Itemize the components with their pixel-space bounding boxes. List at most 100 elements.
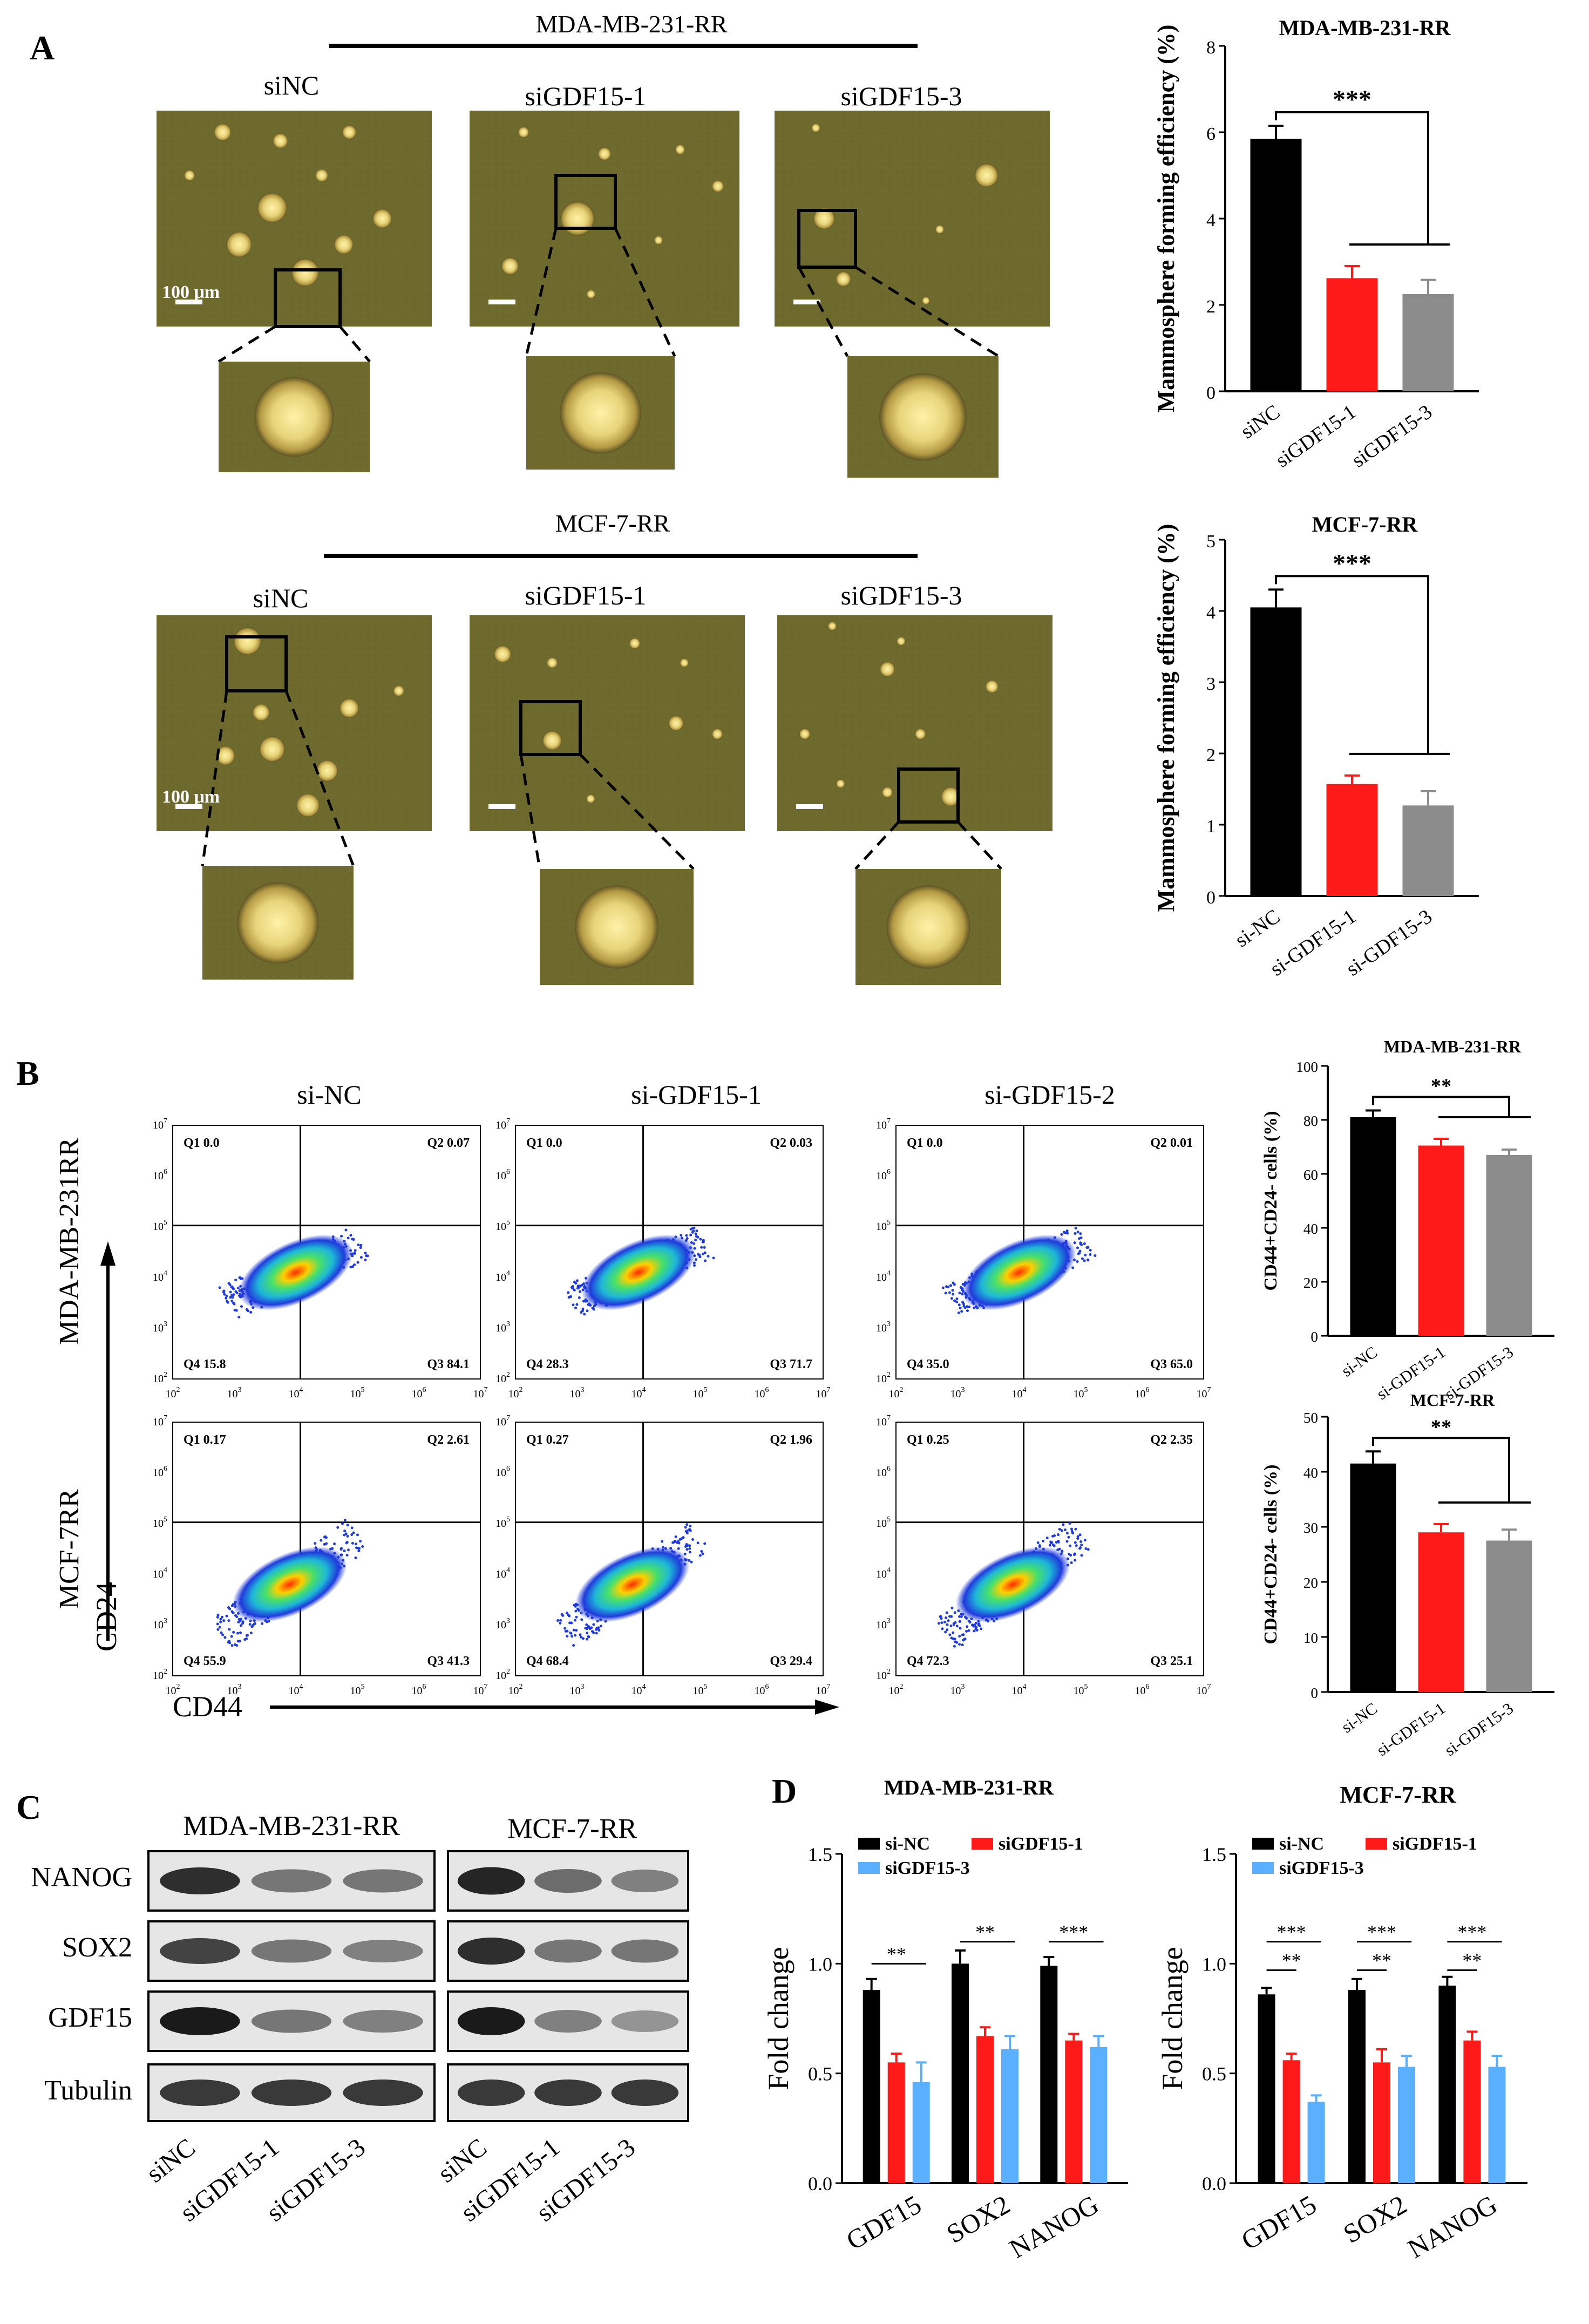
flow-event [249, 1310, 253, 1314]
flow-event [958, 1643, 961, 1646]
flow-event [940, 1621, 943, 1625]
significance-label: ** [975, 1921, 995, 1943]
y-tick-label: 0.0 [808, 2173, 832, 2194]
mammosphere [811, 124, 820, 132]
flow-event [578, 1290, 581, 1293]
bar [863, 1990, 880, 2183]
bar [1250, 139, 1302, 391]
flow-y-tick: 106 [153, 1168, 167, 1182]
quadrant-label: Q3 84.1 [427, 1357, 470, 1371]
flow-event [234, 1279, 237, 1282]
flow-event [570, 1621, 573, 1625]
flow-event [225, 1614, 228, 1618]
flow-event [946, 1628, 949, 1632]
y-tick-label: 1.5 [808, 1844, 832, 1865]
zoom-box [519, 700, 582, 756]
y-tick-label: 1.0 [1202, 1953, 1226, 1975]
y-tick-label: 20 [1303, 1275, 1318, 1291]
flow-x-tick: 107 [1197, 1683, 1211, 1697]
flow-event [232, 1287, 235, 1290]
flow-event [674, 1535, 677, 1538]
flow-event [1065, 1229, 1069, 1232]
legend-label: siGDF15-1 [999, 1834, 1083, 1854]
mammosphere [935, 225, 944, 234]
flow-event [239, 1624, 242, 1627]
y-tick-label: 4 [1206, 210, 1215, 230]
flow-event [684, 1545, 687, 1548]
flow-event [230, 1635, 233, 1638]
flow-x-tick: 106 [1135, 1683, 1150, 1697]
flow-event [568, 1295, 572, 1299]
zoom-box [897, 767, 960, 824]
flow-event [694, 1258, 697, 1261]
flow-event [571, 1285, 574, 1288]
flow-event [975, 1628, 979, 1632]
y-tick-label: 10 [1303, 1630, 1318, 1646]
flow-event [230, 1286, 233, 1289]
legend-label: siGDF15-1 [1393, 1834, 1477, 1854]
flow-x-tick: 106 [1135, 1386, 1150, 1400]
scale-bar [488, 804, 515, 809]
quadrant-label: Q2 0.01 [1150, 1136, 1193, 1150]
x-tick-label: si-NC [1338, 1699, 1381, 1736]
flow-y-tick: 103 [153, 1617, 167, 1631]
flow-x-tick: 103 [950, 1683, 965, 1697]
flow-event [955, 1297, 959, 1301]
panel-letter-c: C [16, 1788, 41, 1826]
zoom-line [218, 325, 276, 363]
flow-event [232, 1630, 235, 1634]
flow-event [694, 1232, 697, 1235]
quadrant-label: Q1 0.0 [907, 1136, 943, 1150]
flow-event [953, 1645, 956, 1648]
flow-x-tick: 104 [631, 1683, 646, 1697]
bar [1250, 607, 1302, 896]
flow-event [248, 1623, 252, 1626]
flow-event [228, 1283, 232, 1286]
flow-event [559, 1619, 562, 1622]
flow-event [951, 1289, 954, 1292]
y-tick-label: 0.5 [1202, 2063, 1226, 2085]
blot-band [343, 1940, 423, 1962]
y-axis-label: CD44+CD24- cells (%) [1261, 1465, 1281, 1645]
flow-event [1073, 1552, 1076, 1555]
flow-event [703, 1251, 707, 1254]
mammosphere [587, 290, 595, 298]
y-tick-label: 40 [1303, 1465, 1318, 1481]
flow-event [578, 1296, 581, 1299]
zoom-box [554, 174, 617, 230]
significance-label: ** [1282, 1950, 1301, 1972]
flow-event [222, 1619, 226, 1622]
flow-event [220, 1615, 223, 1619]
bar [1418, 1145, 1464, 1336]
flow-event [1087, 1259, 1090, 1262]
mammosphere [836, 271, 851, 287]
mammosphere-zoomed [254, 377, 334, 457]
flow-event [245, 1637, 248, 1640]
flow-event [351, 1238, 354, 1241]
flow-event [1084, 1253, 1087, 1256]
flow-x-tick: 107 [816, 1683, 831, 1697]
micrograph-label: siGDF15-1 [525, 580, 646, 610]
scale-bar-label: 100 μm [162, 282, 220, 302]
flow-event [966, 1305, 969, 1308]
flow-event [696, 1541, 700, 1545]
flow-y-tick: 107 [876, 1117, 891, 1131]
mammosphere [915, 729, 926, 739]
flow-event [216, 1615, 219, 1619]
flow-event [685, 1548, 689, 1551]
chart-title: MCF-7-RR [1340, 1782, 1456, 1808]
flow-event [366, 1254, 369, 1258]
flow-y-axis-arrowhead [100, 1241, 116, 1266]
flow-event [949, 1624, 953, 1627]
flow-event [597, 1629, 601, 1632]
flow-event [556, 1619, 560, 1622]
y-tick-label: 2 [1206, 297, 1215, 317]
flow-event [364, 1252, 367, 1255]
flow-x-tick: 105 [350, 1683, 365, 1697]
quadrant-label: Q1 0.25 [907, 1433, 949, 1447]
flow-x-tick: 107 [1197, 1386, 1211, 1400]
flow-event [700, 1550, 703, 1553]
y-tick-label: 0.5 [808, 2063, 832, 2085]
